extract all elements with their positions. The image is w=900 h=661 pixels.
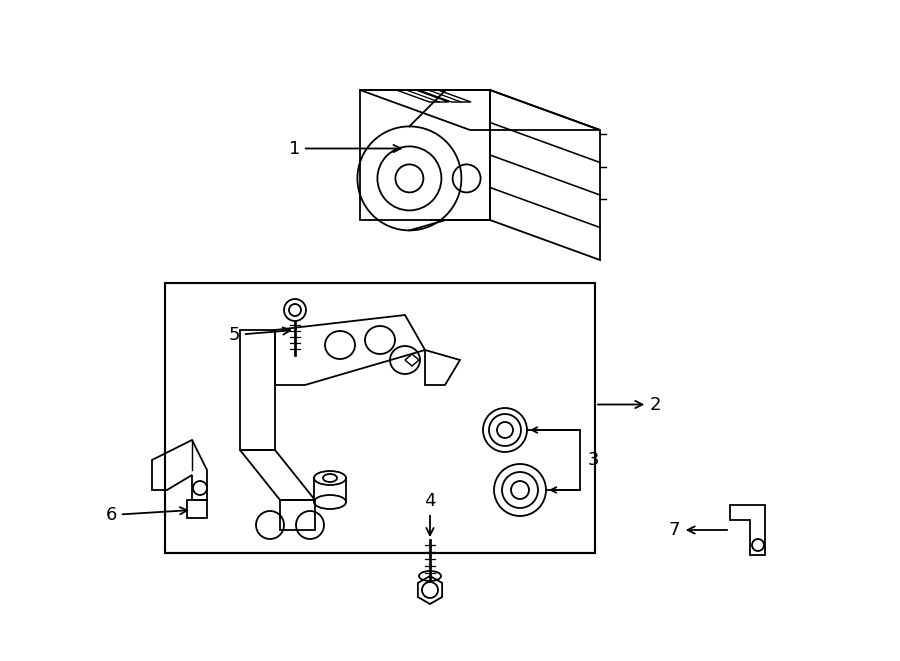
Text: 3: 3 — [588, 451, 599, 469]
Text: 7: 7 — [669, 521, 727, 539]
Text: 4: 4 — [424, 492, 436, 535]
Bar — [165, 283, 595, 553]
Text: 5: 5 — [229, 326, 290, 344]
Text: 1: 1 — [289, 139, 400, 157]
Text: 6: 6 — [105, 506, 187, 524]
Text: 2: 2 — [598, 395, 662, 414]
